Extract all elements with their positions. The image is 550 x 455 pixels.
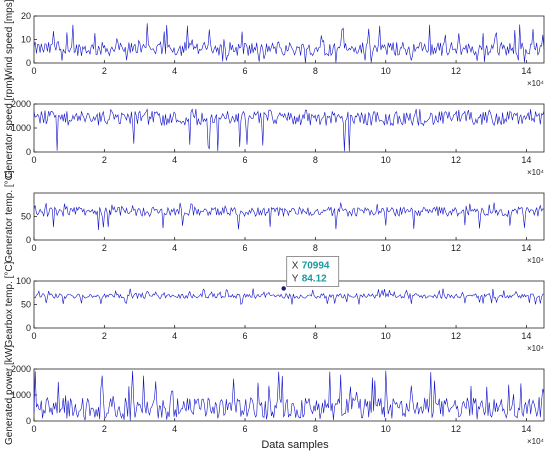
x-tick-label: 8 — [313, 66, 318, 76]
x-tick-label: 6 — [243, 243, 248, 253]
x-exponent-label: ×10⁴ — [527, 256, 545, 265]
datatip-y-value: 84.12 — [302, 273, 327, 284]
y-axis-label: Wind speed [mps] — [4, 0, 15, 80]
y-tick-label: 20 — [21, 11, 31, 21]
y-tick-label: 2000 — [11, 99, 31, 109]
datatip-x-label: X — [292, 260, 299, 271]
series-line — [33, 202, 545, 231]
series-line — [33, 370, 545, 421]
series-line — [33, 108, 545, 152]
datatip-y-label: Y — [292, 273, 299, 284]
x-tick-label: 2 — [102, 155, 107, 165]
x-tick-label: 2 — [102, 243, 107, 253]
x-tick-label: 0 — [31, 66, 36, 76]
series-line — [33, 288, 545, 305]
x-exponent-label: ×10⁴ — [527, 79, 545, 88]
x-tick-label: 6 — [243, 66, 248, 76]
x-tick-label: 14 — [521, 243, 531, 253]
x-tick-label: 12 — [451, 424, 461, 434]
x-tick-label: 4 — [172, 66, 177, 76]
x-tick-label: 14 — [521, 155, 531, 165]
y-tick-label: 0 — [26, 323, 31, 333]
datatip-box — [286, 256, 340, 287]
x-tick-label: 8 — [313, 424, 318, 434]
y-axis-label: Generated power [kW] — [4, 345, 15, 445]
x-tick-label: 0 — [31, 155, 36, 165]
x-tick-label: 6 — [243, 155, 248, 165]
y-tick-label: 0 — [26, 147, 31, 157]
y-axis-label: Generator temp. [°C] — [4, 170, 15, 263]
axes-frame — [33, 368, 545, 422]
series-line — [33, 23, 545, 64]
x-tick-label: 12 — [451, 243, 461, 253]
y-tick-label: 100 — [16, 276, 31, 286]
y-tick-label: 50 — [21, 300, 31, 310]
x-tick-label: 0 — [31, 424, 36, 434]
x-exponent-label: ×10⁴ — [527, 437, 545, 446]
x-tick-label: 12 — [451, 66, 461, 76]
x-tick-label: 8 — [313, 243, 318, 253]
x-tick-label: 6 — [243, 424, 248, 434]
x-tick-label: 8 — [313, 155, 318, 165]
y-tick-label: 0 — [26, 235, 31, 245]
x-tick-label: 14 — [521, 424, 531, 434]
y-tick-label: 1000 — [11, 123, 31, 133]
x-tick-label: 10 — [381, 155, 391, 165]
x-tick-label: 4 — [172, 243, 177, 253]
x-axis-label: Data samples — [261, 439, 329, 451]
y-tick-label: 10 — [21, 35, 31, 45]
y-tick-label: 0 — [26, 58, 31, 68]
x-tick-label: 10 — [381, 66, 391, 76]
y-axis-label: Gearbox temp. [°C] — [4, 261, 15, 347]
x-tick-label: 4 — [172, 155, 177, 165]
x-tick-label: 14 — [521, 331, 531, 341]
x-tick-label: 8 — [313, 331, 318, 341]
x-tick-label: 10 — [381, 331, 391, 341]
x-tick-label: 0 — [31, 243, 36, 253]
y-tick-label: 2000 — [11, 364, 31, 374]
x-tick-label: 14 — [521, 66, 531, 76]
x-tick-label: 10 — [381, 243, 391, 253]
x-tick-label: 12 — [451, 331, 461, 341]
x-tick-label: 4 — [172, 424, 177, 434]
datatip-x-value: 70994 — [302, 260, 330, 271]
subplot-3: 0 2 4 6 8 10 12 14 ×10⁴ 0 50 Generator temp. [°C] — [4, 170, 545, 265]
axes-frame — [33, 280, 545, 329]
x-tick-label: 10 — [381, 424, 391, 434]
x-tick-label: 12 — [451, 155, 461, 165]
y-tick-label: 0 — [26, 416, 31, 426]
y-tick-label: 50 — [21, 212, 31, 222]
x-exponent-label: ×10⁴ — [527, 168, 545, 177]
x-tick-label: 6 — [243, 331, 248, 341]
axes-frame — [33, 15, 545, 64]
x-tick-label: 4 — [172, 331, 177, 341]
x-tick-label: 2 — [102, 66, 107, 76]
x-exponent-label: ×10⁴ — [527, 344, 545, 353]
x-tick-label: 2 — [102, 331, 107, 341]
axes-frame — [33, 192, 545, 241]
x-tick-label: 0 — [31, 331, 36, 341]
x-tick-label: 2 — [102, 424, 107, 434]
subplot-1: 0 2 4 6 8 10 12 14 ×10⁴ 0 10 20 Wind speed [mps] — [4, 0, 545, 88]
y-axis-label: Generator speed [rpm] — [4, 77, 15, 178]
datatip-marker — [281, 286, 286, 291]
y-tick-label: 1000 — [11, 390, 31, 400]
